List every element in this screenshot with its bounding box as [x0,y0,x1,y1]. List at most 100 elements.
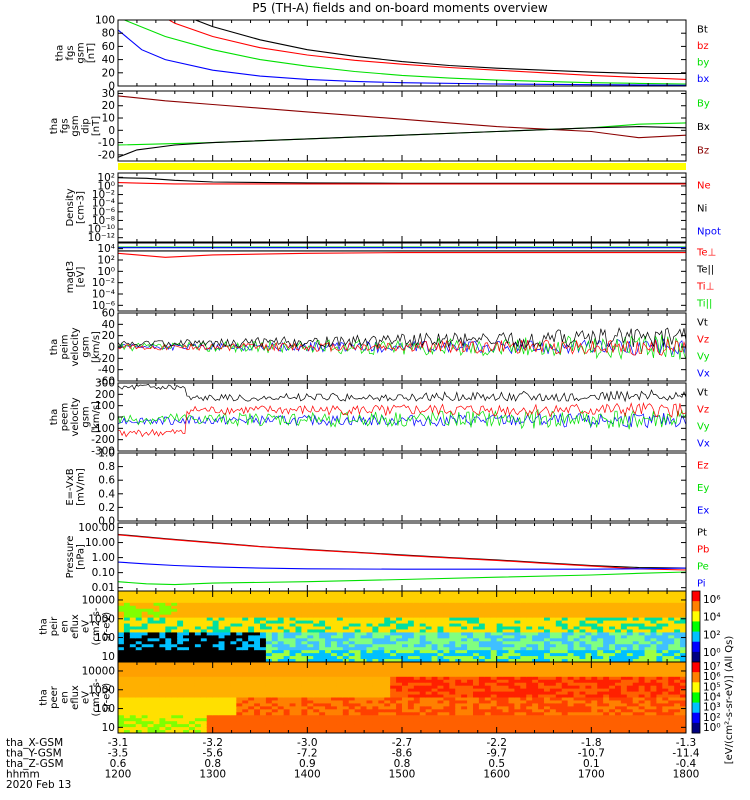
y-axis-label: fgs [65,45,76,60]
y-tick-label: -100 [91,423,115,435]
panel-frame [117,242,687,312]
y-axis-label: eflux [70,685,81,710]
orbit-value: 1300 [199,769,226,781]
y-tick-label: 0 [108,342,115,354]
colorbar-label: [eV/(cm²-s-sr-eV)] (All Qs) [724,636,735,765]
y-tick-label: -10 [98,137,115,149]
series-vz [118,401,686,438]
y-tick-label: 10⁻² [92,277,115,289]
y-tick-label: 100 [95,400,115,412]
y-tick-label: 0.4 [98,488,115,500]
orbit-value: -3.5 [108,748,129,760]
orbit-value: 0.8 [204,758,221,770]
y-tick-label: 40 [102,54,115,66]
y-axis-label: (cm2-s- [91,678,102,716]
y-tick-label: -20 [98,149,115,161]
y-axis-label: tha [39,618,50,634]
y-tick-label: 10⁻² [92,189,115,201]
legend-entry: Bx [697,122,710,133]
orbit-value: -5.6 [202,748,223,760]
y-axis-label: eV [81,620,92,633]
legend-entry: Vt [697,318,708,329]
panel-frame [117,452,687,522]
y-tick-label: 0.10 [92,567,115,579]
legend-entry: Pi [697,579,706,590]
y-axis-label: tha [39,689,50,705]
legend-entry: Ez [697,460,709,471]
colorbar-tick: 10⁴ [703,612,721,624]
orbit-value: -3.2 [202,737,223,749]
y-tick-label: 10⁻⁴ [92,289,115,301]
colorbar-tick: 10⁶ [703,671,721,683]
series-pb [118,534,686,571]
y-tick-label: 10⁻⁶ [92,206,115,218]
orbit-value: -8.6 [392,748,413,760]
panel-3-plot [118,177,686,185]
y-tick-label: 10 [102,651,115,663]
legend-entry: Pb [697,545,709,556]
series-pe [118,571,686,586]
y-axis-label: Pressure [65,536,76,579]
y-axis-label: velocity [70,327,81,366]
panel-frame [117,522,687,592]
orbit-value: 0.1 [583,758,600,770]
orbit-value: -10.7 [578,748,605,760]
y-axis-label: en [60,691,71,704]
colorbar-tick: 10⁵ [703,681,721,693]
y-axis-label: Density [65,188,76,226]
y-tick-label: 1000 [88,613,115,625]
legend-entry: Ne [697,181,711,192]
series-ni [118,177,686,184]
y-tick-label: 30 [102,88,115,100]
orbit-value: -1.3 [676,737,697,749]
y-tick-label: 0.6 [98,475,115,487]
y-tick-label: -300 [91,446,115,458]
series-bx [118,29,686,86]
panel-10-plot [118,662,686,733]
y-axis-label: [cm-3] [75,191,86,224]
series-te [118,252,686,258]
legend-entry: Bt [697,24,708,35]
y-tick-label: 100 [95,703,115,715]
orbit-value: -2.2 [486,737,507,749]
y-tick-label: 1.0 [98,448,115,460]
legend-entry: bz [697,41,709,52]
orbit-value: -2.7 [392,737,413,749]
y-tick-label: 10⁻⁶ [92,300,115,312]
orbit-value: 1700 [578,769,605,781]
orbit-value: -7.2 [297,748,318,760]
series-bz [168,20,686,80]
colorbar-tick: 10⁴ [703,692,721,704]
legend-entry: Pe [697,562,709,573]
y-tick-label: 0 [108,125,115,137]
figure-title: P5 (TH-A) fields and on-board moments ov… [252,1,548,15]
legend-entry: Npot [697,227,721,238]
legend-entry: Vz [697,405,709,416]
colorbar-tick: 10⁷ [703,661,721,673]
orbit-row-label: tha_Y-GSM [6,748,62,760]
y-axis-label: [nT] [91,116,102,136]
y-axis-label: eV [81,691,92,704]
date-label: 2020 Feb 13 [6,779,71,791]
y-axis-label: fgs [60,118,71,133]
y-tick-label: 0 [108,81,115,93]
legend-entry: Ni [697,204,707,215]
y-axis-label: peim [60,334,71,359]
orbit-value: -0.4 [676,758,697,770]
orbit-value: 0.9 [299,758,316,770]
y-axis-label: [mV/m] [75,468,86,506]
legend-entry: Vx [697,369,710,380]
orbit-row-label: hhmm [6,769,40,781]
y-axis-label: [nPa] [75,544,86,570]
y-tick-label: 10² [97,255,115,267]
legend-entry: Ex [697,506,709,517]
y-axis-label: [km/s] [91,401,102,433]
y-axis-label: [nT] [86,43,97,63]
